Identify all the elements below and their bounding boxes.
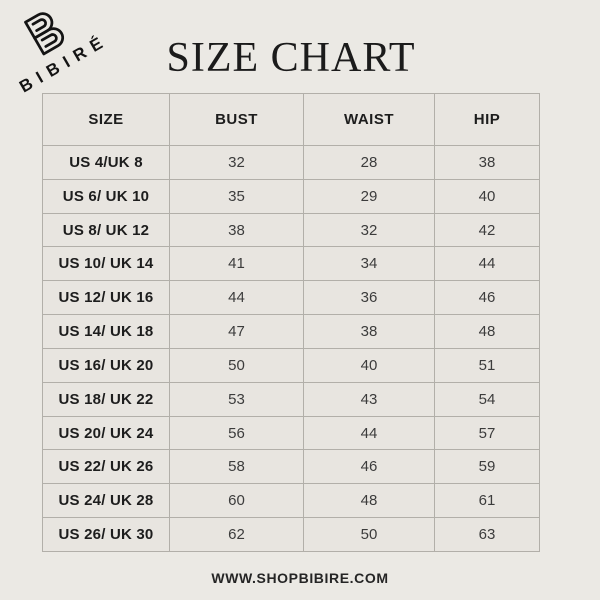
table-row: US 16/ UK 20 50 40 51 — [43, 347, 539, 382]
waist-cell: 32 — [303, 213, 434, 247]
size-cell: US 10/ UK 14 — [58, 255, 154, 273]
bust-cell: 62 — [169, 518, 303, 551]
bust-cell: 53 — [169, 382, 303, 416]
bust-cell: 47 — [169, 315, 303, 348]
column-header-size: SIZE — [88, 111, 124, 128]
waist-cell: 44 — [303, 416, 434, 450]
waist-cell: 50 — [303, 518, 434, 551]
brand-logo: BIBIRÉ — [0, 0, 144, 115]
table-row: US 26/ UK 30 62 50 63 — [43, 517, 539, 551]
table-row: US 22/ UK 26 58 46 59 — [43, 449, 539, 484]
page-title: SIZE CHART — [166, 35, 416, 81]
column-header-waist: WAIST — [303, 94, 434, 145]
hip-cell: 59 — [434, 450, 539, 484]
table-row: US 8/ UK 12 38 32 42 — [43, 212, 539, 247]
bust-cell: 44 — [169, 281, 303, 315]
bust-cell: 41 — [169, 247, 303, 281]
size-cell: US 26/ UK 30 — [58, 526, 154, 544]
hip-cell: 38 — [434, 146, 539, 179]
bust-cell: 32 — [169, 146, 303, 179]
size-cell: US 24/ UK 28 — [58, 492, 154, 510]
hip-cell: 57 — [434, 416, 539, 450]
waist-cell: 34 — [303, 247, 434, 281]
size-cell: US 18/ UK 22 — [58, 390, 154, 408]
table-row: US 18/ UK 22 53 43 54 — [43, 381, 539, 416]
bust-cell: 56 — [169, 416, 303, 450]
size-cell: US 20/ UK 24 — [58, 424, 154, 442]
table-row: US 12/ UK 16 44 36 46 — [43, 280, 539, 315]
size-cell: US 14/ UK 18 — [58, 323, 154, 341]
size-chart-table: SIZE BUST WAIST HIP US 4/UK 8 32 28 38 U… — [42, 93, 540, 552]
bust-cell: 60 — [169, 484, 303, 518]
waist-cell: 43 — [303, 382, 434, 416]
waist-cell: 40 — [303, 348, 434, 382]
bust-cell: 50 — [169, 348, 303, 382]
hip-cell: 61 — [434, 484, 539, 518]
size-cell: US 8/ UK 12 — [62, 221, 150, 239]
b-monogram-icon — [16, 2, 76, 62]
hip-cell: 54 — [434, 382, 539, 416]
bust-cell: 35 — [169, 179, 303, 213]
waist-cell: 28 — [303, 146, 434, 179]
hip-cell: 40 — [434, 179, 539, 213]
hip-cell: 48 — [434, 315, 539, 348]
size-cell: US 22/ UK 26 — [58, 458, 154, 476]
hip-cell: 51 — [434, 348, 539, 382]
table-row: US 24/ UK 28 60 48 61 — [43, 483, 539, 518]
table-row: US 14/ UK 18 47 38 48 — [43, 314, 539, 348]
column-header-hip: HIP — [434, 94, 539, 145]
bust-cell: 58 — [169, 450, 303, 484]
waist-cell: 36 — [303, 281, 434, 315]
hip-cell: 44 — [434, 247, 539, 281]
hip-cell: 63 — [434, 518, 539, 551]
website-url: WWW.SHOPBIBIRE.COM — [211, 570, 389, 586]
waist-cell: 29 — [303, 179, 434, 213]
size-cell: US 4/UK 8 — [69, 153, 143, 171]
hip-cell: 42 — [434, 213, 539, 247]
table-row: US 20/ UK 24 56 44 57 — [43, 415, 539, 450]
waist-cell: 48 — [303, 484, 434, 518]
bust-cell: 38 — [169, 213, 303, 247]
size-cell: US 12/ UK 16 — [58, 289, 154, 307]
waist-cell: 46 — [303, 450, 434, 484]
table-row: US 10/ UK 14 41 34 44 — [43, 246, 539, 281]
table-header-row: SIZE BUST WAIST HIP — [43, 94, 539, 145]
table-row: US 4/UK 8 32 28 38 — [43, 145, 539, 179]
waist-cell: 38 — [303, 315, 434, 348]
hip-cell: 46 — [434, 281, 539, 315]
table-row: US 6/ UK 10 35 29 40 — [43, 178, 539, 213]
size-cell: US 16/ UK 20 — [58, 356, 154, 374]
size-cell: US 6/ UK 10 — [62, 187, 150, 205]
column-header-bust: BUST — [169, 94, 303, 145]
